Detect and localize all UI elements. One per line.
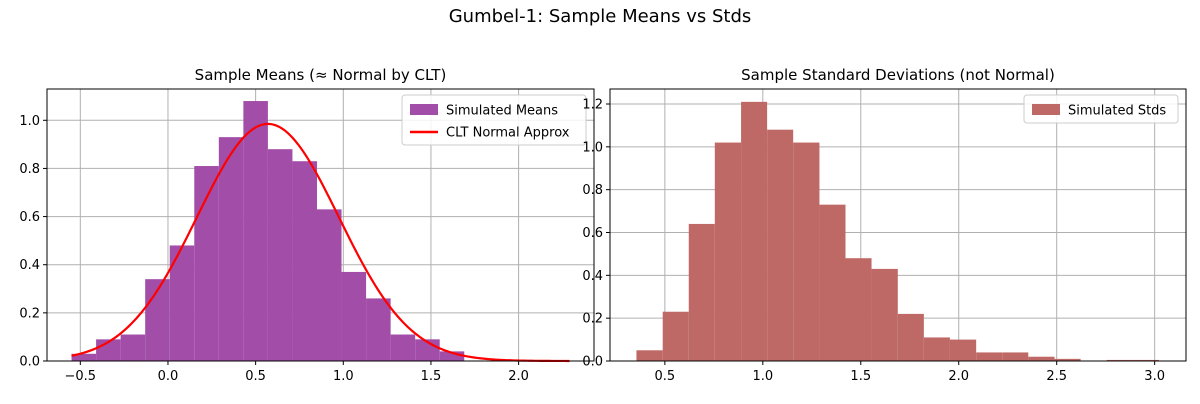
means-bar	[120, 334, 146, 361]
stds-bar	[871, 268, 898, 361]
stds-y-tick-label: 1.0	[582, 140, 603, 155]
stds-bar	[793, 142, 820, 361]
means-x-tick-label: 0.0	[158, 369, 179, 384]
means-bar	[145, 279, 170, 361]
means-bar	[267, 149, 293, 361]
figure-title: Gumbel-1: Sample Means vs Stds	[449, 6, 752, 27]
stds-y-tick-label: 0.0	[582, 355, 603, 370]
stds-y-tick-label: 1.2	[582, 97, 603, 112]
means-x-tick-label: 1.0	[333, 369, 354, 384]
stds-y-tick-label: 0.6	[582, 226, 603, 241]
means-x-tick-label: 1.5	[421, 369, 442, 384]
stds-bar	[976, 352, 1003, 361]
means-legend-label: CLT Normal Approx	[446, 126, 570, 141]
stds-y-tick-label: 0.4	[582, 269, 603, 284]
means-bar	[292, 161, 317, 361]
means-bar	[243, 101, 268, 361]
stds-bar	[1028, 356, 1055, 361]
means-x-tick-label: 0.5	[245, 369, 266, 384]
stds-bar	[923, 337, 950, 361]
means-legend-label: Simulated Means	[446, 104, 558, 119]
stds-y-tick-label: 0.2	[582, 312, 603, 327]
means-y-tick-label: 0.4	[19, 258, 40, 273]
means-x-tick-label: −0.5	[65, 369, 97, 384]
means-bar	[439, 351, 465, 361]
stds-bar	[767, 129, 794, 361]
means-bar	[194, 166, 219, 361]
stds-legend-swatch	[1032, 104, 1060, 115]
means-histogram-panel: Sample Means (≈ Normal by CLT) −0.5 0.0 0.5…	[19, 66, 595, 384]
stds-bar	[1132, 359, 1159, 361]
means-bar	[71, 353, 97, 361]
means-normal-curve	[71, 122, 570, 363]
means-bar	[366, 298, 391, 361]
means-y-tick-label: 1.0	[19, 114, 40, 129]
stds-bar	[845, 258, 872, 361]
means-y-tick-label: 0.8	[19, 162, 40, 177]
stds-axes-frame	[609, 88, 1187, 362]
stds-x-tick-label: 2.5	[1046, 369, 1067, 384]
stds-bar	[741, 101, 768, 361]
stds-x-tick-label: 3.0	[1144, 369, 1165, 384]
stds-x-tick-label: 1.5	[850, 369, 871, 384]
stds-bar	[1002, 352, 1029, 361]
means-legend-box	[401, 94, 587, 146]
means-axes-frame	[46, 88, 595, 362]
stds-x-tick-label: 2.0	[948, 369, 969, 384]
means-bar	[218, 137, 244, 361]
stds-bar	[662, 311, 689, 361]
stds-bar	[949, 339, 977, 361]
stds-bar	[1106, 359, 1133, 361]
stds-bar	[819, 204, 846, 361]
means-bar	[390, 334, 416, 361]
stds-bar	[1054, 358, 1081, 361]
stds-x-tick-label: 1.0	[752, 369, 773, 384]
means-y-tick-label: 0.0	[19, 355, 40, 370]
means-legend-swatch	[410, 104, 438, 115]
stds-bar	[714, 142, 742, 361]
stds-y-tick-label: 0.8	[582, 183, 603, 198]
stds-chart-title: Sample Standard Deviations (not Normal)	[741, 66, 1055, 84]
stds-bar	[636, 350, 663, 361]
stds-bar	[688, 223, 715, 361]
means-y-tick-label: 0.2	[19, 306, 40, 321]
stds-legend-label: Simulated Stds	[1068, 104, 1166, 119]
stds-x-tick-label: 0.5	[655, 369, 676, 384]
stds-histogram-panel: Sample Standard Deviations (not Normal) 0…	[582, 66, 1187, 384]
means-chart-title: Sample Means (≈ Normal by CLT)	[195, 66, 447, 84]
stds-bar	[897, 313, 924, 361]
means-bar	[316, 209, 342, 361]
stds-legend-box	[1023, 94, 1179, 124]
means-y-tick-label: 0.6	[19, 210, 40, 225]
means-bar	[341, 271, 367, 361]
means-x-tick-label: 2.0	[508, 369, 529, 384]
